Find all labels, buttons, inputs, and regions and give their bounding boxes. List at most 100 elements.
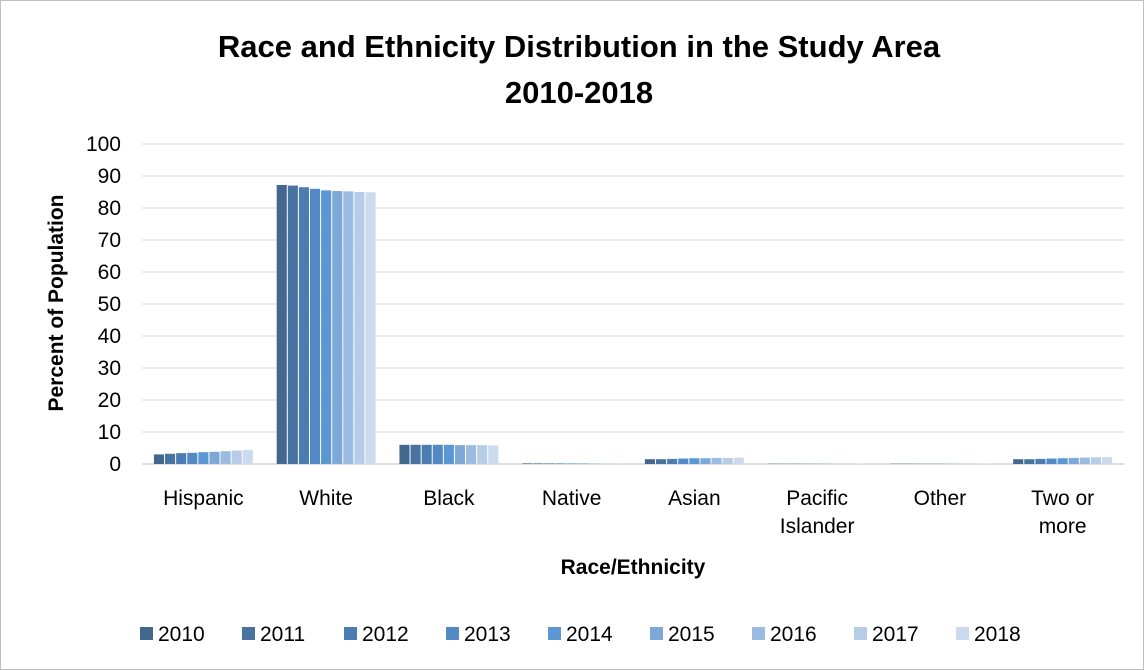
bar bbox=[365, 192, 376, 464]
bar bbox=[1079, 457, 1090, 464]
legend-label: 2017 bbox=[872, 623, 919, 646]
bar bbox=[1090, 457, 1101, 464]
bar bbox=[321, 190, 332, 464]
legend-label: 2010 bbox=[158, 623, 205, 646]
legend-swatch bbox=[446, 627, 459, 640]
bar bbox=[332, 191, 343, 465]
bar bbox=[165, 453, 176, 464]
bar bbox=[533, 463, 544, 464]
x-category-label: Hispanic bbox=[163, 487, 244, 510]
y-tick-label: 30 bbox=[98, 357, 121, 380]
bar bbox=[231, 450, 242, 464]
x-category-label: Asian bbox=[668, 487, 721, 510]
bar bbox=[667, 458, 678, 464]
bar bbox=[1046, 458, 1057, 464]
bar bbox=[354, 192, 365, 464]
bar bbox=[454, 445, 466, 464]
bar bbox=[209, 451, 220, 464]
y-tick-label: 80 bbox=[98, 197, 121, 220]
bar bbox=[309, 188, 321, 465]
x-category-label: Other bbox=[914, 487, 967, 510]
bar bbox=[421, 444, 432, 464]
chart-title-line-2: 2010-2018 bbox=[505, 75, 653, 110]
legend-label: 2011 bbox=[260, 623, 305, 646]
y-axis-title: Percent of Population bbox=[45, 194, 68, 411]
bar bbox=[656, 459, 667, 464]
y-tick-label: 0 bbox=[109, 453, 121, 476]
bar bbox=[153, 454, 165, 464]
bar bbox=[466, 445, 477, 464]
bar bbox=[644, 459, 656, 464]
bar bbox=[544, 463, 555, 464]
legend-label: 2014 bbox=[566, 623, 613, 646]
legend-swatch bbox=[548, 627, 561, 640]
bar bbox=[610, 463, 622, 464]
x-axis-category-labels: Hispanic White Black Native Asian Pacific Isla… bbox=[163, 487, 1094, 538]
y-tick-label: 90 bbox=[98, 165, 121, 188]
bars bbox=[153, 184, 1113, 465]
bar bbox=[410, 444, 421, 464]
bar bbox=[1024, 459, 1035, 464]
legend-swatch bbox=[650, 627, 663, 640]
bar bbox=[733, 457, 744, 464]
bar bbox=[242, 449, 253, 464]
bar bbox=[443, 444, 454, 464]
bar bbox=[1013, 459, 1024, 464]
chart-title-line-1: Race and Ethnicity Distribution in the S… bbox=[218, 29, 941, 64]
legend-label: 2018 bbox=[974, 623, 1021, 646]
bar bbox=[522, 463, 533, 464]
y-axis-tick-labels: 0 10 20 30 40 50 60 70 80 90 100 bbox=[86, 133, 121, 476]
bar bbox=[566, 463, 577, 464]
bar bbox=[722, 457, 733, 464]
bar bbox=[399, 444, 410, 464]
bar bbox=[711, 457, 722, 464]
y-tick-label: 60 bbox=[98, 261, 121, 284]
y-tick-label: 50 bbox=[98, 293, 121, 316]
legend-label: 2015 bbox=[668, 623, 715, 646]
bar bbox=[1035, 458, 1046, 464]
legend-swatch bbox=[140, 627, 153, 640]
bar bbox=[488, 445, 499, 464]
legend-label: 2013 bbox=[464, 623, 511, 646]
legend-swatch bbox=[242, 627, 255, 640]
bar bbox=[1068, 457, 1079, 464]
legend-label: 2016 bbox=[770, 623, 817, 646]
bar bbox=[689, 458, 700, 464]
y-tick-label: 70 bbox=[98, 229, 121, 252]
bar bbox=[477, 445, 488, 464]
bar bbox=[588, 463, 599, 464]
y-tick-label: 100 bbox=[86, 133, 121, 156]
legend-swatch bbox=[956, 627, 969, 640]
bar bbox=[198, 452, 209, 464]
legend: 2010 2011 2012 2013 2014 2015 2016 2017 2018 bbox=[140, 623, 1021, 646]
y-tick-label: 10 bbox=[98, 421, 121, 444]
x-category-label: Two or more bbox=[1031, 487, 1094, 538]
bar bbox=[287, 185, 298, 464]
bar bbox=[176, 453, 187, 464]
bar bbox=[298, 187, 309, 464]
legend-label: 2012 bbox=[362, 623, 409, 646]
bar bbox=[276, 184, 287, 464]
bar bbox=[678, 458, 689, 464]
y-tick-label: 40 bbox=[98, 325, 121, 348]
bar bbox=[1101, 456, 1113, 464]
bar bbox=[343, 191, 354, 465]
bar bbox=[187, 452, 198, 464]
bar bbox=[220, 451, 231, 464]
y-tick-label: 20 bbox=[98, 389, 121, 412]
bar bbox=[599, 463, 610, 464]
legend-swatch bbox=[854, 627, 867, 640]
bar bbox=[555, 463, 566, 464]
x-category-label: Black bbox=[423, 487, 475, 510]
x-axis-title: Race/Ethnicity bbox=[561, 556, 706, 579]
bar bbox=[700, 458, 711, 464]
bar bbox=[432, 444, 443, 464]
legend-swatch bbox=[752, 627, 765, 640]
legend-swatch bbox=[344, 627, 357, 640]
bar bbox=[1057, 458, 1068, 464]
x-category-label: Native bbox=[542, 487, 602, 510]
x-category-label: White bbox=[299, 487, 353, 510]
x-category-label: Pacific Islander bbox=[780, 487, 855, 538]
